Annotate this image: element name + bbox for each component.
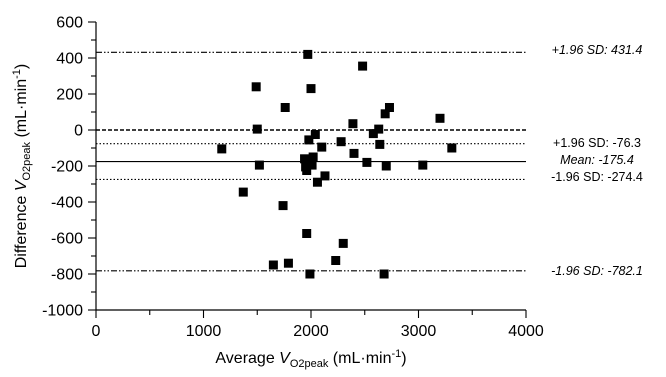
data-point [336,137,346,147]
data-points [217,49,457,279]
y-tick-label: -800 [51,267,83,284]
data-point [435,113,445,123]
data-point [368,129,378,139]
data-point [304,135,314,145]
data-point [280,103,290,112]
data-point [252,124,262,134]
data-point [312,177,322,187]
data-point [381,161,391,171]
data-point [375,139,385,149]
data-point [317,142,327,152]
x-tick-label: 4000 [508,323,544,340]
data-point [338,238,348,248]
data-point [447,143,457,153]
data-point [254,160,264,170]
data-point [307,160,317,170]
y-tick-label: -1000 [42,303,83,320]
data-point [418,160,428,170]
data-point [362,157,372,167]
data-point [217,144,227,154]
reference-line-label: -1.96 SD: -274.4 [551,170,643,184]
data-point [331,256,341,265]
data-point [349,148,359,158]
data-point [308,152,318,162]
data-point [302,166,312,175]
y-tick-label: 600 [56,15,83,32]
reference-line-label: -1.96 SD: -782.1 [551,264,643,278]
data-point [302,229,312,238]
y-tick-label: -400 [51,195,83,212]
y-tick-label: -600 [51,231,83,248]
reference-labels: +1.96 SD: 431.4 +1.96 SD: -76.3 Mean: -175… [551,43,643,278]
data-point [251,82,261,92]
x-tick-label: 2000 [293,323,329,340]
x-axis-title: Average VO2peak (mL·min-1) [215,348,406,370]
reference-line-label: +1.96 SD: -76.3 [553,136,641,150]
data-point [310,130,320,139]
y-axis-ticks: -1000 -800 -600 -400 -200 0 200 400 600 [42,15,96,320]
x-tick-label: 3000 [401,323,437,340]
data-point [374,124,384,134]
reference-line-label: +1.96 SD: 431.4 [552,43,643,57]
data-point [305,269,315,279]
data-point [384,103,394,112]
data-point [379,269,389,279]
data-point [278,201,288,211]
data-point [300,154,310,164]
y-tick-label: 400 [56,51,83,68]
x-tick-label: 0 [92,323,101,340]
y-tick-label: 0 [74,123,83,140]
y-tick-label: -200 [51,159,83,176]
x-axis-ticks: 0 1000 2000 3000 4000 [92,310,544,340]
data-point [283,258,293,268]
data-point [238,187,248,197]
data-point [348,119,358,129]
data-point [306,84,316,94]
data-point [268,260,278,270]
reference-line-label: Mean: -175.4 [560,153,634,167]
data-point [303,49,313,59]
y-tick-label: 200 [56,87,83,104]
data-point [380,109,390,119]
data-point [358,61,368,71]
y-axis-title: Difference VO2peak (mL·min-1) [11,64,33,269]
data-point [320,171,330,181]
x-tick-label: 1000 [186,323,222,340]
